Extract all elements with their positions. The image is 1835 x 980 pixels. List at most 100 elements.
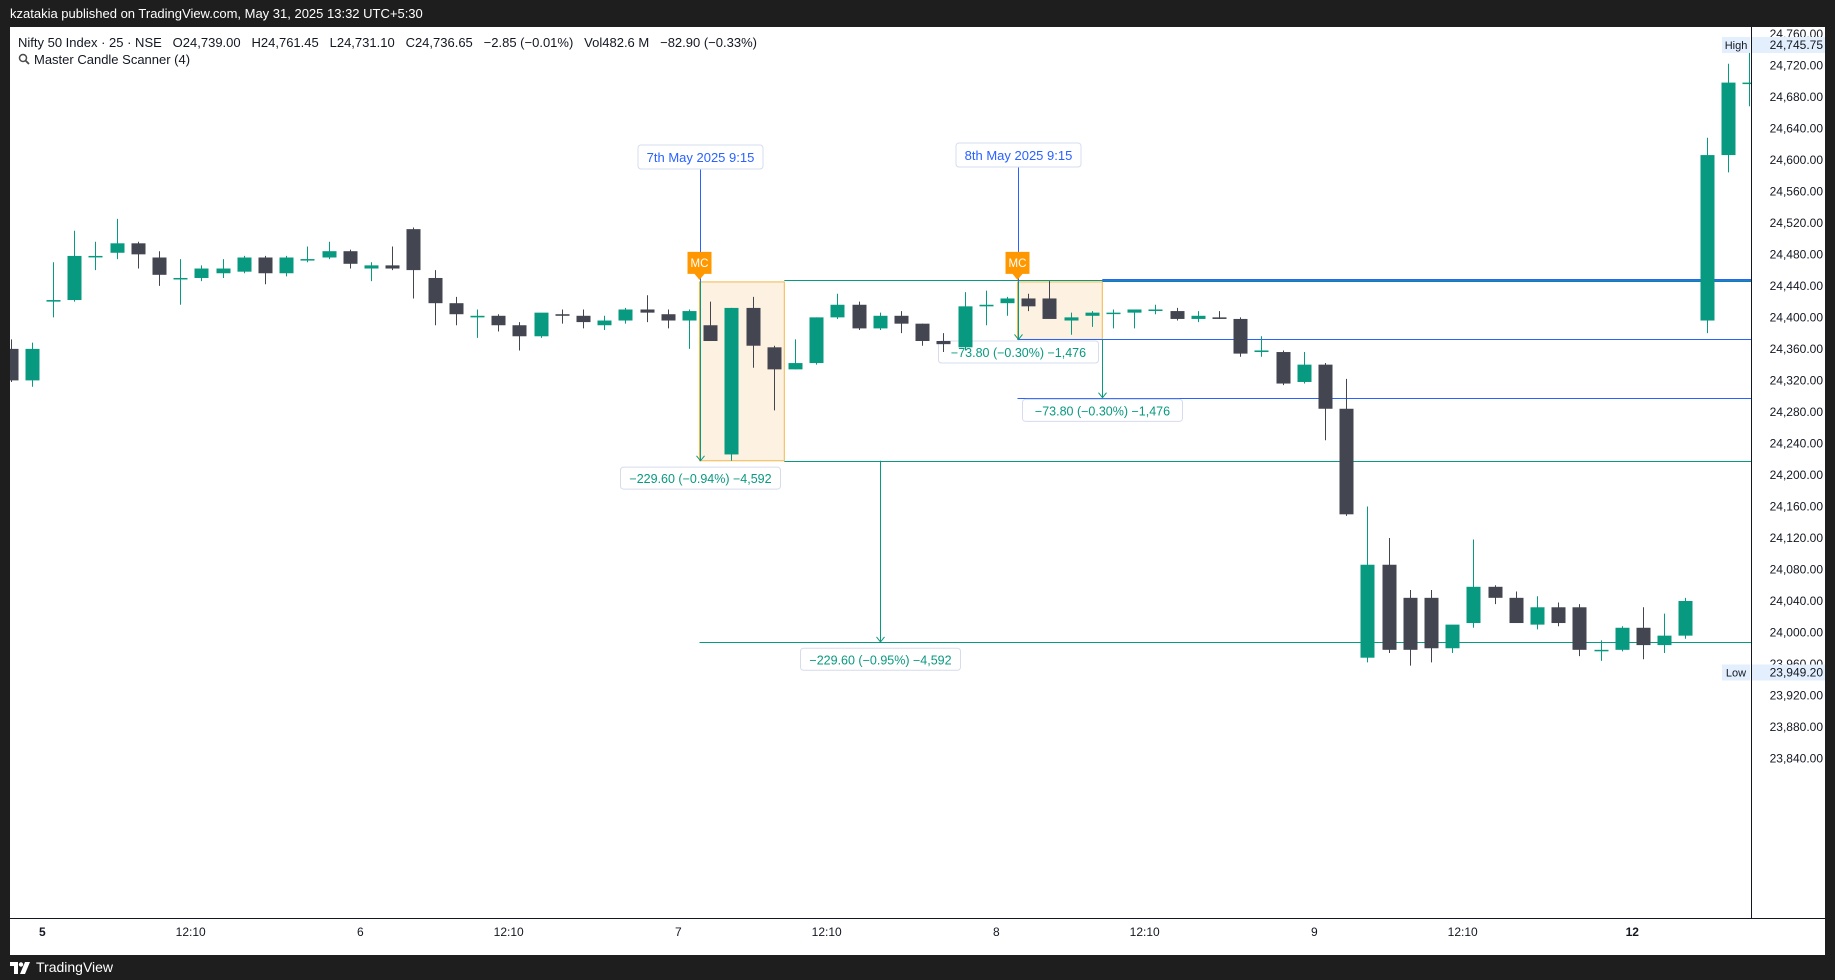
candle-body[interactable] bbox=[258, 257, 273, 274]
candle-body[interactable] bbox=[661, 314, 676, 321]
candle-body[interactable] bbox=[809, 317, 824, 364]
candle-body[interactable] bbox=[618, 309, 633, 321]
price-tick-label: 24,680.00 bbox=[1770, 90, 1824, 104]
candle-body[interactable] bbox=[364, 265, 379, 269]
candle-body[interactable] bbox=[1106, 312, 1121, 315]
candle-body[interactable] bbox=[173, 277, 188, 280]
candle-body[interactable] bbox=[724, 307, 739, 455]
candle-body[interactable] bbox=[1445, 624, 1460, 649]
candle-body[interactable] bbox=[1594, 649, 1609, 652]
candle-body[interactable] bbox=[1678, 600, 1693, 636]
candle-body[interactable] bbox=[576, 315, 591, 323]
candle-body[interactable] bbox=[10, 348, 19, 381]
candle-body[interactable] bbox=[1551, 607, 1566, 624]
candle-body[interactable] bbox=[152, 257, 167, 275]
candle-body[interactable] bbox=[1254, 350, 1269, 353]
candle-body[interactable] bbox=[322, 251, 337, 258]
candle-body[interactable] bbox=[555, 314, 570, 316]
candle-body[interactable] bbox=[746, 307, 761, 346]
footer-bar: TradingView bbox=[0, 955, 1835, 980]
candle-body[interactable] bbox=[1212, 317, 1227, 319]
candle-body[interactable] bbox=[1021, 298, 1036, 307]
candle-body[interactable] bbox=[682, 311, 697, 321]
mc-marker[interactable] bbox=[1005, 251, 1030, 280]
candle-body[interactable] bbox=[25, 348, 40, 381]
candle-body[interactable] bbox=[1127, 309, 1142, 313]
candle-body[interactable] bbox=[131, 243, 146, 255]
candle-body[interactable] bbox=[1572, 607, 1587, 650]
candle-body[interactable] bbox=[1742, 82, 1757, 85]
candle-body[interactable] bbox=[1657, 635, 1672, 646]
candle-body[interactable] bbox=[1064, 317, 1079, 321]
candle-body[interactable] bbox=[1042, 298, 1057, 319]
candle-body[interactable] bbox=[1466, 586, 1481, 624]
candle-body[interactable] bbox=[1297, 364, 1312, 382]
candle-body[interactable] bbox=[470, 315, 485, 318]
candle-body[interactable] bbox=[110, 243, 125, 253]
candle-body[interactable] bbox=[46, 300, 61, 302]
candle-body[interactable] bbox=[958, 306, 973, 348]
candle-body[interactable] bbox=[216, 268, 231, 274]
candle-body[interactable] bbox=[1148, 309, 1163, 311]
candle-body[interactable] bbox=[830, 304, 845, 318]
master-candle-box[interactable] bbox=[699, 281, 785, 462]
price-tick-label: 24,240.00 bbox=[1770, 436, 1824, 450]
candle-body[interactable] bbox=[1509, 597, 1524, 624]
candle-body[interactable] bbox=[1424, 597, 1439, 649]
candle-body[interactable] bbox=[1360, 564, 1375, 658]
candle-body[interactable] bbox=[1233, 318, 1248, 354]
candle-body[interactable] bbox=[1318, 364, 1333, 409]
candle-body[interactable] bbox=[194, 268, 209, 278]
candle-body[interactable] bbox=[512, 325, 527, 337]
legend-symbol[interactable]: Nifty 50 Index · 25 · NSE bbox=[18, 35, 162, 50]
candle-body[interactable] bbox=[1636, 627, 1651, 646]
candle-body[interactable] bbox=[1382, 564, 1397, 650]
candle-body[interactable] bbox=[449, 303, 464, 315]
legend-indicator-row[interactable]: Master Candle Scanner (4) bbox=[18, 51, 757, 68]
measure-arrowhead bbox=[696, 455, 705, 462]
candle-body[interactable] bbox=[428, 277, 443, 304]
candle-body[interactable] bbox=[597, 320, 612, 326]
candle-body[interactable] bbox=[979, 304, 994, 307]
candle-body[interactable] bbox=[788, 363, 803, 370]
candle-body[interactable] bbox=[343, 251, 358, 264]
candle-body[interactable] bbox=[767, 347, 782, 370]
candle-body[interactable] bbox=[1615, 627, 1630, 650]
price-chart[interactable]: 7th May 2025 9:15 8th May 2025 9:15 −229.6… bbox=[10, 27, 1825, 955]
candle-body[interactable] bbox=[534, 312, 549, 337]
candle-body[interactable] bbox=[1191, 315, 1206, 319]
candle-body[interactable] bbox=[88, 255, 103, 258]
indicator-name[interactable]: Master Candle Scanner (4) bbox=[34, 52, 191, 67]
time-axis[interactable] bbox=[10, 918, 1825, 955]
candle-body[interactable] bbox=[936, 341, 951, 345]
candle-body[interactable] bbox=[67, 255, 82, 301]
measure-label-box bbox=[938, 340, 1099, 364]
candle-body[interactable] bbox=[1339, 408, 1354, 515]
candle-body[interactable] bbox=[237, 257, 252, 272]
candle-body[interactable] bbox=[703, 325, 718, 342]
candle-body[interactable] bbox=[873, 315, 888, 329]
time-tick-label: 12:10 bbox=[494, 925, 524, 939]
candle-body[interactable] bbox=[1700, 155, 1715, 321]
candle-body[interactable] bbox=[915, 323, 930, 342]
candle-body[interactable] bbox=[1170, 311, 1185, 319]
candle-body[interactable] bbox=[1276, 352, 1291, 384]
price-axis[interactable] bbox=[1751, 27, 1825, 955]
candle-body[interactable] bbox=[852, 304, 867, 329]
candle-body[interactable] bbox=[491, 315, 506, 326]
candle-body[interactable] bbox=[1530, 607, 1545, 625]
candle-body[interactable] bbox=[1000, 298, 1015, 304]
mc-marker[interactable] bbox=[687, 251, 712, 280]
candle-body[interactable] bbox=[1721, 82, 1736, 156]
candle-body[interactable] bbox=[1488, 586, 1503, 598]
candle-body[interactable] bbox=[894, 315, 909, 324]
candle-body[interactable] bbox=[385, 265, 400, 269]
master-candle-box[interactable] bbox=[1017, 281, 1103, 340]
candle-body[interactable] bbox=[300, 259, 315, 261]
candle-body[interactable] bbox=[1403, 597, 1418, 650]
chart-area[interactable]: 7th May 2025 9:15 8th May 2025 9:15 −229.6… bbox=[10, 27, 1825, 955]
candle-body[interactable] bbox=[640, 309, 655, 313]
candle-body[interactable] bbox=[279, 257, 294, 274]
candle-body[interactable] bbox=[406, 229, 421, 271]
candle-body[interactable] bbox=[1085, 312, 1100, 316]
